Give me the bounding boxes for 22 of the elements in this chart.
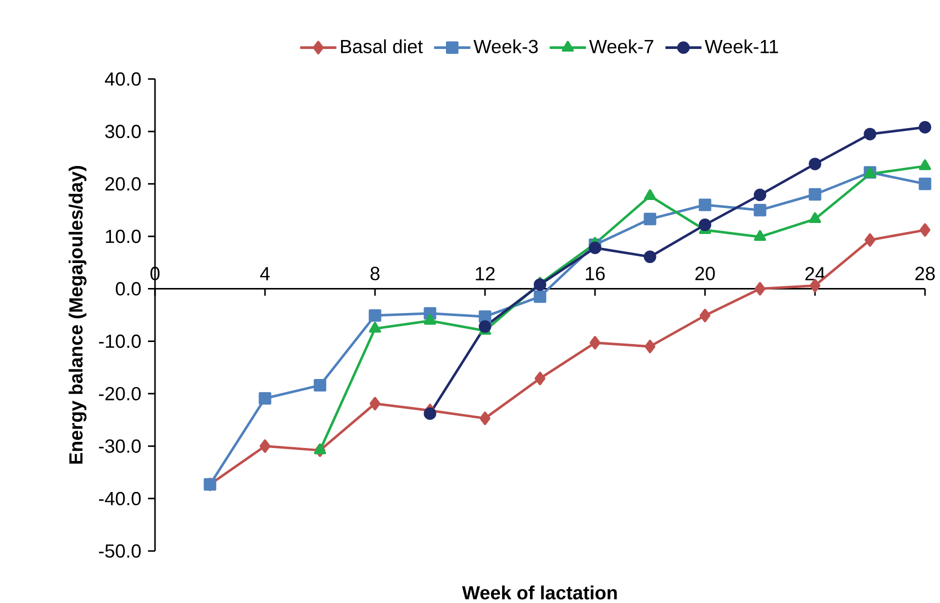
- x-tick-label: 4: [260, 267, 270, 280]
- y-tick-label: -10.0: [99, 334, 141, 348]
- x-tick-label: 20: [695, 266, 715, 280]
- x-tick-label: 12: [476, 266, 495, 280]
- y-tick-label: -40.0: [99, 492, 141, 506]
- x-axis-title: Week of lactation: [462, 586, 617, 600]
- y-axis-title: Energy balance (Megajoules/day): [68, 166, 86, 464]
- y-tick-label: 30.0: [105, 124, 141, 138]
- legend-label: Week-11: [704, 39, 778, 54]
- y-tick-label: -50.0: [99, 544, 141, 558]
- y-tick-label: -30.0: [99, 439, 141, 453]
- x-tick-label: 16: [586, 266, 605, 280]
- legend-label: Week-7: [589, 39, 654, 54]
- y-tick-label: -20.0: [99, 386, 141, 400]
- x-tick-label: 8: [370, 266, 380, 280]
- legend-label: Basal diet: [341, 39, 423, 54]
- y-tick-label: 0.0: [116, 282, 141, 296]
- x-tick-label: 28: [915, 266, 935, 280]
- y-tick-label: 20.0: [105, 177, 141, 191]
- y-tick-label: 10.0: [106, 230, 141, 244]
- legend-label: Week-3: [474, 39, 538, 54]
- y-tick-label: 40.0: [104, 72, 141, 86]
